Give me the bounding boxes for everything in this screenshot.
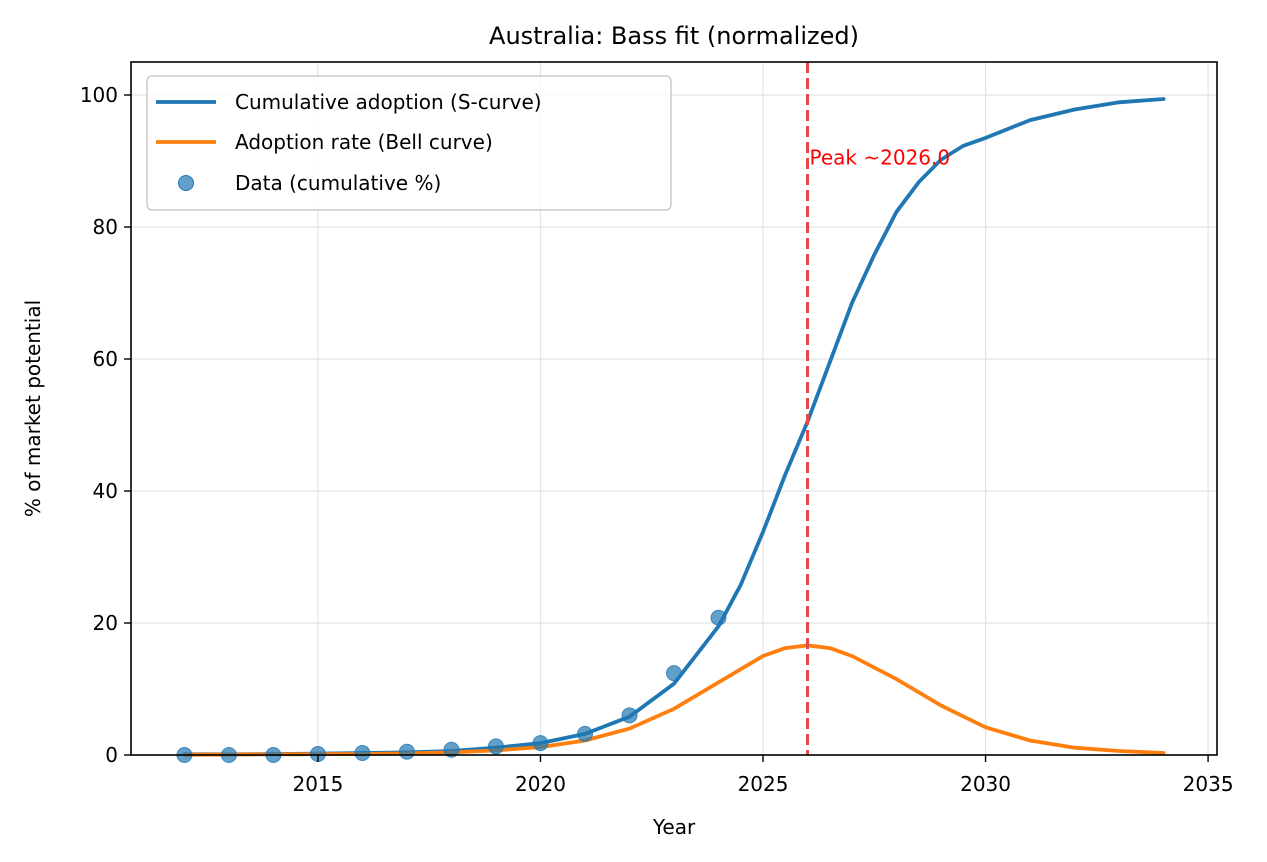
x-tick-label: 2020	[515, 772, 566, 796]
legend: Cumulative adoption (S-curve) Adoption ra…	[146, 75, 672, 211]
y-tick-label: 100	[80, 83, 118, 107]
y-tick-label: 0	[105, 743, 118, 767]
data-point	[621, 707, 638, 724]
legend-label: Cumulative adoption (S-curve)	[235, 90, 542, 114]
data-point	[443, 741, 460, 758]
data-point	[398, 743, 415, 760]
legend-label: Adoption rate (Bell curve)	[235, 130, 493, 154]
data-point	[354, 745, 371, 762]
x-tick-label: 2015	[292, 772, 343, 796]
y-tick-label: 40	[93, 479, 118, 503]
x-tick-label: 2025	[738, 772, 789, 796]
y-tick-label: 80	[93, 215, 118, 239]
data-point	[576, 725, 593, 742]
legend-label: Data (cumulative %)	[235, 171, 441, 195]
y-tick-label: 60	[93, 347, 118, 371]
chart-title: Australia: Bass fit (normalized)	[489, 22, 859, 50]
y-tick-label: 20	[93, 611, 118, 635]
series-layer: Peak ~2026.0	[176, 62, 1166, 763]
data-point	[487, 738, 504, 755]
x-axis-title: Year	[652, 815, 696, 839]
grid	[131, 62, 1217, 756]
adoption-rate-line	[182, 643, 1166, 757]
x-tick-label: 2030	[960, 772, 1011, 796]
data-point	[532, 735, 549, 752]
data-point	[666, 665, 682, 682]
axes: 2015 2020 2025 2030 2035 0 20 40 60 80 100	[80, 61, 1234, 796]
legend-swatch	[178, 175, 194, 191]
peak-annotation: Peak ~2026.0	[810, 145, 951, 169]
y-axis-title: % of market potential	[21, 300, 45, 517]
data-point	[710, 609, 727, 626]
plot-frame	[130, 61, 1218, 756]
legend-box	[146, 75, 672, 211]
x-tick-label: 2035	[1183, 772, 1234, 796]
